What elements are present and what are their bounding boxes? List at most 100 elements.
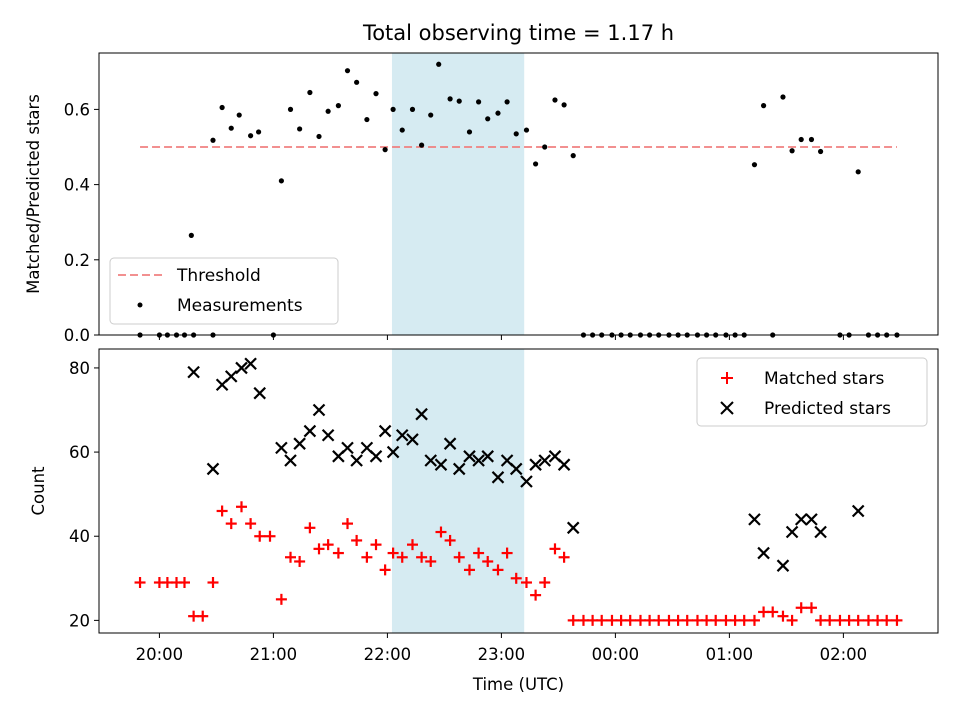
top-x-ticks: [158, 335, 844, 340]
matched-star-point: [710, 614, 722, 626]
measurement-point: [855, 169, 861, 175]
measurement-point: [513, 131, 519, 137]
predicted-star-point: [805, 513, 818, 526]
matched-star-point: [805, 602, 817, 614]
predicted-star-point: [321, 428, 335, 442]
predicted-star-point: [235, 361, 248, 375]
matched-star-point: [786, 614, 798, 626]
predicted-star-point: [275, 441, 288, 455]
matched-star-point: [463, 564, 475, 576]
matched-star-point: [245, 518, 257, 530]
measurement-point: [335, 103, 341, 109]
bottom-y-tick-label: 20: [69, 611, 90, 630]
matched-star-point: [824, 614, 836, 626]
predicted-star-point: [481, 450, 494, 463]
matched-star-point: [387, 547, 399, 559]
top-highlight-span: [391, 53, 525, 335]
predicted-star-point: [520, 475, 533, 488]
measurement-point: [798, 136, 804, 143]
x-tick-label: 01:00: [706, 645, 754, 664]
matched-star-point: [361, 551, 373, 563]
bottom-y-axis-label: Count: [29, 466, 48, 516]
matched-star-point: [207, 577, 219, 589]
measurement-point: [456, 98, 462, 104]
measurement-point: [419, 142, 425, 148]
predicted-star-point: [443, 437, 457, 450]
legend-predicted-swatch: [720, 401, 734, 415]
measurement-point: [316, 133, 322, 140]
predicted-star-point: [187, 365, 200, 379]
predicted-star-point: [369, 450, 383, 463]
legend-predicted-label: Predicted stars: [764, 399, 891, 419]
measurement-point: [399, 127, 405, 133]
predicted-star-point: [415, 407, 428, 421]
chart-title: Total observing time = 1.17 h: [362, 21, 674, 45]
predicted-star-point: [244, 357, 257, 371]
matched-star-point: [416, 551, 428, 563]
matched-star-point: [596, 614, 608, 626]
matched-star-point: [473, 547, 485, 559]
measurement-point: [210, 137, 216, 143]
measurement-point: [287, 106, 294, 112]
predicted-star-point: [378, 424, 392, 438]
measurement-point: [532, 161, 539, 167]
predicted-star-point: [491, 471, 505, 484]
predicted-star-point: [341, 441, 354, 455]
matched-star-point: [178, 577, 190, 589]
x-tick-label: 21:00: [250, 645, 298, 664]
top-y-tick-label: 0.0: [64, 326, 90, 345]
matched-star-point: [370, 539, 382, 551]
matched-star-point: [891, 614, 903, 626]
legend-measurements-swatch: [137, 302, 143, 308]
matched-star-point: [748, 614, 760, 626]
measurement-point: [476, 99, 482, 105]
measurement-point: [495, 110, 501, 116]
matched-star-point: [216, 505, 228, 517]
matched-star-point: [653, 614, 665, 626]
predicted-star-point: [557, 458, 571, 471]
top-panel: 0.0 0.2 0.4 0.6 Total observing time = 1.17…: [24, 21, 939, 345]
legend-threshold-label: Threshold: [176, 266, 261, 286]
predicted-star-point: [312, 403, 326, 417]
predicted-star-point: [386, 445, 400, 459]
top-y-tick-label: 0.2: [64, 251, 90, 270]
predicted-star-point: [463, 450, 476, 463]
predicted-star-point: [794, 513, 808, 526]
matched-star-point: [351, 534, 363, 546]
matched-star-point: [275, 593, 287, 605]
matched-star-point: [396, 551, 408, 563]
predicted-star-point: [509, 462, 523, 476]
measurement-point: [561, 102, 567, 108]
measurement-point: [760, 103, 767, 109]
bottom-y-ticks: 20 40 60 80: [69, 359, 99, 630]
matched-star-point: [197, 610, 209, 622]
matched-star-point: [342, 518, 354, 530]
predicted-star-point: [206, 462, 220, 476]
bottom-y-tick-label: 40: [69, 527, 90, 546]
measurement-point: [485, 116, 491, 122]
measurement-point: [219, 104, 225, 111]
measurement-point: [552, 97, 558, 103]
matched-star-point: [738, 614, 750, 626]
bottom-legend: Matched stars Predicted stars: [696, 357, 928, 427]
predicted-star-point: [529, 458, 542, 471]
bottom-y-tick-label: 80: [69, 359, 90, 378]
matched-star-point: [254, 530, 266, 542]
matched-star-point: [681, 614, 693, 626]
matched-star-point: [567, 614, 579, 626]
measurement-point: [504, 99, 510, 105]
matched-star-point: [624, 614, 636, 626]
measurement-point: [808, 136, 815, 143]
x-tick-label: 02:00: [820, 645, 868, 664]
matched-star-point: [777, 610, 789, 622]
measurement-point: [751, 162, 758, 168]
measurement-point: [354, 79, 360, 85]
top-legend-box: [109, 257, 339, 325]
top-axes-frame: [98, 52, 939, 336]
x-tick-label: 22:00: [364, 645, 412, 664]
top-points: [137, 61, 900, 338]
predicted-star-point: [224, 370, 238, 383]
matched-star-point: [530, 589, 542, 601]
predicted-star-point: [566, 521, 580, 535]
matched-star-point: [795, 602, 807, 614]
